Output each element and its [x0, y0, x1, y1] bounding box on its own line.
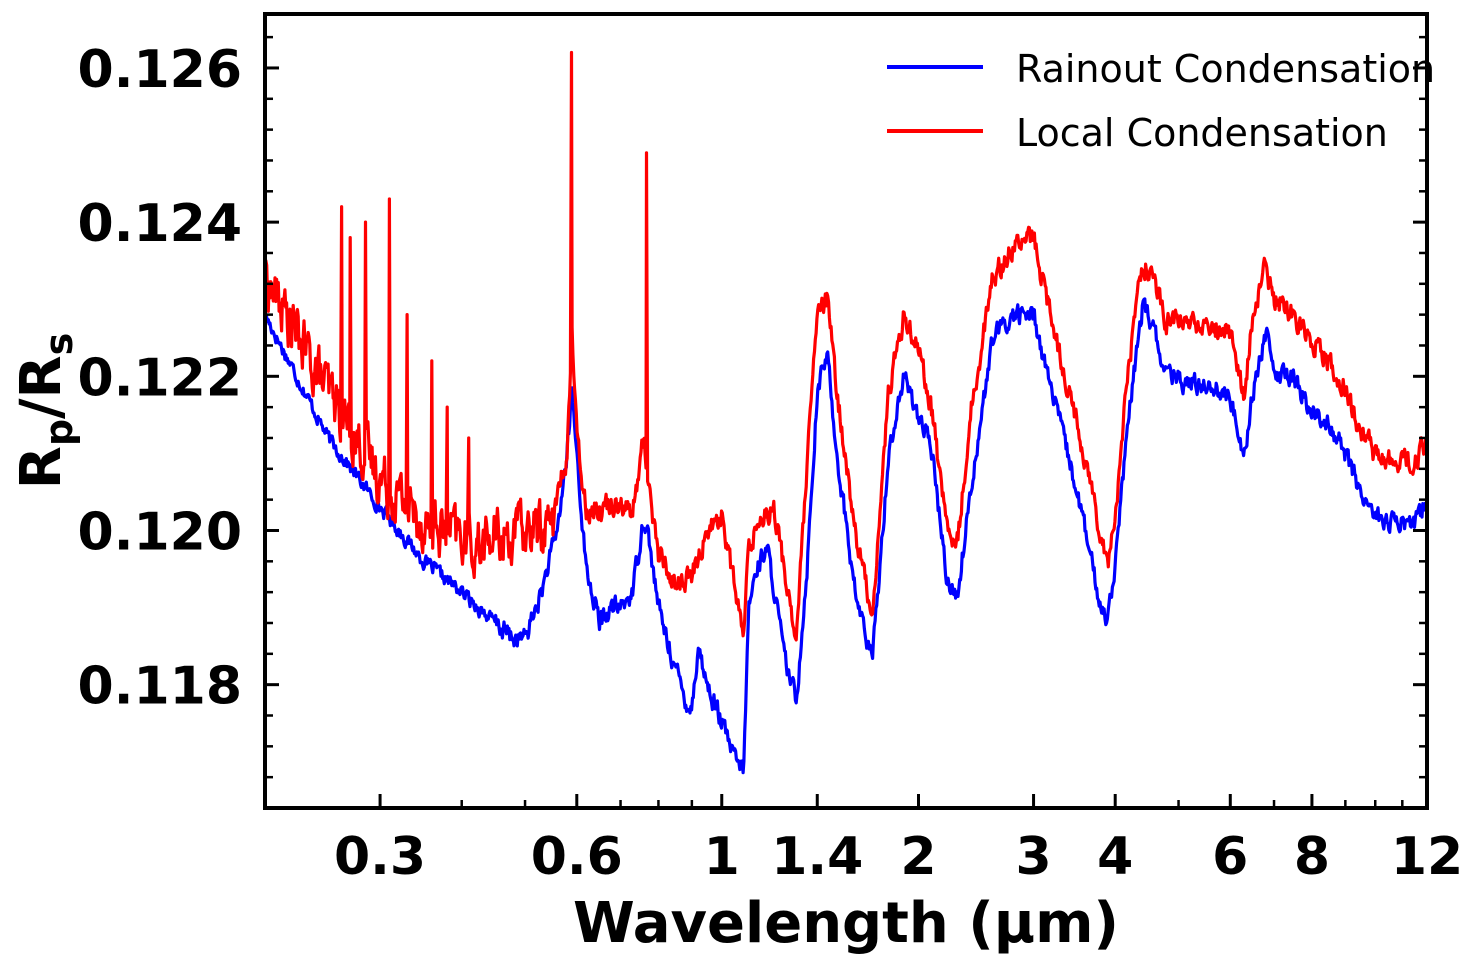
plot-frame [263, 12, 1429, 810]
y-tick-label: 0.124 [78, 194, 242, 254]
x-axis-title: Wavelength (μm) [573, 891, 1119, 956]
x-tick-label: 1 [704, 827, 740, 887]
x-tick-label: 0.3 [334, 827, 426, 887]
y-axis-title: Rp/Rs [9, 333, 81, 490]
x-tick-label: 0.6 [531, 827, 623, 887]
y-tick-label: 0.120 [78, 502, 242, 562]
legend: Rainout Condensation Local Condensation [887, 47, 1435, 155]
x-tick-label: 12 [1391, 827, 1463, 887]
series-line-rainout [263, 297, 1429, 775]
y-tick-label: 0.126 [78, 40, 242, 100]
y-title-sub-p: p [37, 419, 81, 446]
x-tick-label: 1.4 [771, 827, 863, 887]
y-title-sub-s: s [37, 333, 81, 356]
legend-label-rainout: Rainout Condensation [1016, 47, 1435, 91]
y-title-r: R [9, 446, 74, 489]
y-tick-label: 0.118 [78, 657, 242, 717]
ticks-layer: 0.3 0.6 1 1.4 2 3 4 6 8 12 0.118 0.120 0.122 0.124 0.1… [78, 35, 1463, 887]
x-tick-label: 8 [1294, 827, 1330, 887]
x-tick-label: 2 [900, 827, 936, 887]
legend-label-local: Local Condensation [1016, 111, 1388, 155]
y-title-slash-r: /R [9, 355, 74, 419]
series-layer [263, 50, 1429, 775]
y-tick-label: 0.122 [78, 348, 242, 408]
x-tick-label: 6 [1212, 827, 1248, 887]
x-tick-label: 3 [1015, 827, 1051, 887]
x-tick-label: 4 [1097, 827, 1133, 887]
series-line-local [263, 50, 1429, 642]
